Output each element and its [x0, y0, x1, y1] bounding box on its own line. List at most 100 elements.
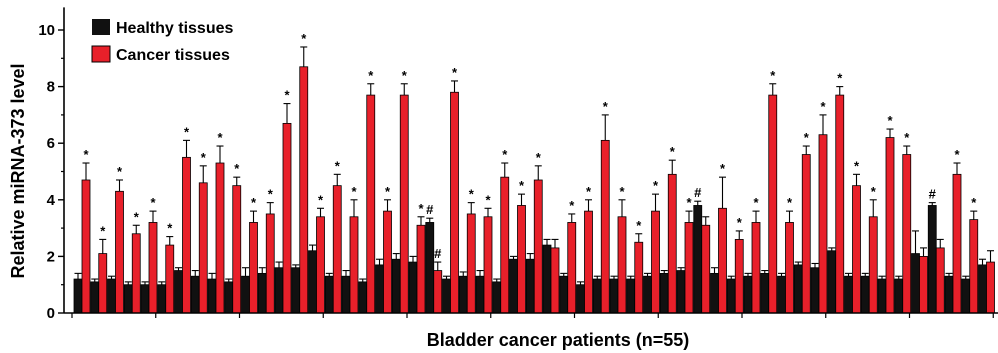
healthy-bar [425, 222, 435, 314]
cancer-significance-marker: * [686, 195, 692, 210]
y-tick-label: 6 [47, 135, 55, 152]
cancer-significance-marker: * [887, 113, 893, 128]
cancer-bar [131, 233, 141, 314]
cancer-bar [701, 224, 711, 314]
cancer-significance-marker: * [787, 195, 793, 210]
healthy-bar [207, 278, 217, 314]
cancer-bar [399, 94, 409, 314]
cancer-significance-marker: * [251, 195, 257, 210]
cancer-bar [667, 173, 677, 314]
cancer-significance-marker: * [619, 184, 625, 199]
healthy-bar [375, 264, 384, 314]
healthy-bar [777, 275, 786, 314]
healthy-bar [559, 275, 569, 314]
cancer-significance-marker: * [100, 223, 106, 238]
cancer-significance-marker: * [234, 161, 240, 176]
healthy-bar [676, 270, 686, 314]
y-tick-label: 10 [38, 22, 55, 39]
cancer-bar [986, 261, 995, 314]
cancer-significance-marker: * [167, 221, 173, 236]
cancer-significance-marker: * [351, 184, 357, 199]
cancer-significance-marker: * [653, 178, 659, 193]
cancer-bar [533, 179, 543, 314]
healthy-bar [860, 275, 870, 314]
cancer-bar [383, 210, 392, 314]
cancer-significance-marker: * [603, 99, 609, 114]
cancer-significance-marker: * [954, 147, 960, 162]
cancer-bar [919, 255, 928, 314]
cancer-bar [835, 94, 845, 314]
cancer-significance-marker: * [385, 184, 391, 199]
cancer-significance-marker: * [268, 187, 274, 202]
plot-area: ********************* ##** ************#**… [73, 31, 995, 314]
cancer-bar [332, 185, 342, 314]
healthy-significance-marker: # [929, 187, 937, 202]
healthy-bar [961, 278, 971, 314]
healthy-bar [944, 275, 954, 314]
cancer-bar [115, 190, 124, 314]
cancer-significance-marker: * [184, 124, 190, 139]
healthy-bar [324, 275, 334, 314]
cancer-significance-marker: * [201, 150, 207, 165]
cancer-bar [366, 94, 376, 314]
cancer-bar [651, 210, 660, 314]
legend-swatch-healthy [92, 19, 110, 35]
healthy-bar [643, 275, 652, 314]
cancer-significance-marker: # [434, 246, 442, 261]
healthy-bar [73, 278, 83, 314]
healthy-bar [726, 278, 736, 314]
cancer-bar [265, 213, 275, 314]
y-tick-label: 4 [47, 192, 56, 209]
healthy-bar [810, 267, 820, 314]
cancer-significance-marker: * [636, 218, 642, 233]
cancer-bar [249, 222, 258, 314]
y-tick-label: 0 [47, 305, 55, 322]
healthy-bar [760, 272, 770, 314]
cancer-bar [868, 216, 878, 314]
cancer-bar [349, 216, 359, 314]
cancer-bar [416, 224, 426, 314]
cancer-significance-marker: * [83, 147, 89, 162]
cancer-significance-marker: * [904, 130, 910, 145]
healthy-bar [442, 278, 451, 314]
cancer-bar [718, 207, 727, 314]
healthy-bar [659, 272, 669, 314]
healthy-bar [358, 281, 368, 314]
healthy-bar [391, 258, 401, 314]
cancer-significance-marker: * [753, 195, 759, 210]
cancer-significance-marker: * [502, 147, 508, 162]
healthy-bar [927, 205, 937, 314]
cancer-bar [282, 122, 292, 314]
cancer-bar [902, 154, 912, 314]
legend: Healthy tissues Cancer tissues [91, 19, 233, 64]
healthy-bar [576, 284, 585, 314]
healthy-bar [509, 258, 518, 314]
cancer-significance-marker: * [217, 130, 223, 145]
cancer-significance-marker: * [301, 31, 307, 46]
y-tick-label: 2 [47, 248, 55, 265]
cancer-bar [801, 154, 811, 314]
cancer-bar [785, 222, 794, 314]
cancer-significance-marker: * [971, 195, 977, 210]
cancer-significance-marker: * [837, 71, 843, 86]
cancer-significance-marker: * [452, 65, 458, 80]
cancer-significance-marker: * [150, 195, 156, 210]
healthy-bar [710, 272, 719, 314]
cancer-bar [98, 253, 108, 314]
healthy-bar [877, 278, 887, 314]
healthy-bar [475, 275, 485, 314]
cancer-significance-marker: * [519, 178, 525, 193]
cancer-bar [500, 176, 510, 314]
healthy-bar [90, 281, 100, 314]
cancer-significance-marker: * [569, 198, 575, 213]
cancer-significance-marker: * [854, 158, 860, 173]
cancer-bar [165, 244, 175, 314]
healthy-bar [140, 284, 150, 314]
healthy-bar [894, 278, 904, 314]
cancer-bar [634, 241, 644, 314]
cancer-significance-marker: * [318, 192, 324, 207]
cancer-significance-marker: * [804, 130, 810, 145]
y-axis-title: Relative miRNA-373 level [8, 63, 28, 278]
healthy-bar [157, 284, 167, 314]
cancer-significance-marker: * [117, 164, 123, 179]
